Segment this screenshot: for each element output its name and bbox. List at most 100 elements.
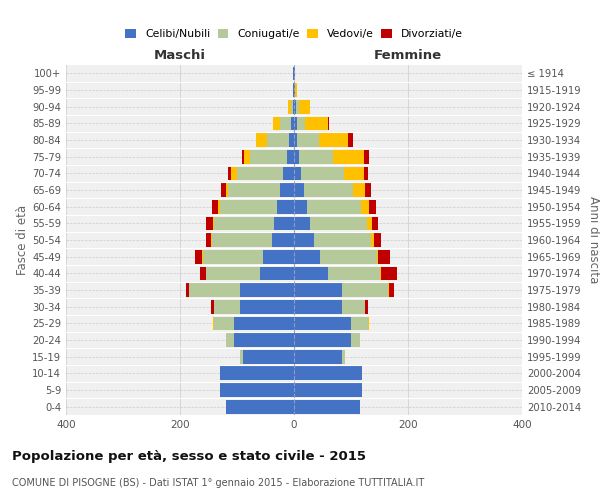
Bar: [214, 300, 240, 314]
Bar: [377, 250, 379, 264]
Bar: [232, 166, 237, 180]
Bar: [280, 116, 291, 130]
Bar: [380, 266, 397, 280]
Bar: [297, 116, 305, 130]
Bar: [195, 250, 202, 264]
Bar: [242, 150, 244, 164]
Bar: [287, 150, 294, 164]
Bar: [240, 283, 294, 297]
Bar: [301, 166, 344, 180]
Bar: [256, 133, 266, 147]
Legend: Celibi/Nubili, Coniugati/e, Vedovi/e, Divorziati/e: Celibi/Nubili, Coniugati/e, Vedovi/e, Di…: [121, 25, 467, 44]
Bar: [226, 333, 234, 347]
Bar: [206, 216, 213, 230]
Bar: [294, 150, 299, 164]
Bar: [353, 183, 365, 197]
Bar: [307, 200, 361, 213]
Bar: [291, 116, 294, 130]
Bar: [277, 200, 294, 213]
Bar: [367, 216, 371, 230]
Bar: [364, 166, 368, 180]
Bar: [351, 333, 359, 347]
Bar: [294, 250, 320, 264]
Bar: [260, 266, 294, 280]
Bar: [294, 133, 297, 147]
Bar: [294, 366, 362, 380]
Bar: [221, 183, 226, 197]
Bar: [200, 266, 206, 280]
Bar: [294, 383, 362, 397]
Bar: [364, 150, 368, 164]
Bar: [344, 166, 364, 180]
Bar: [371, 216, 379, 230]
Bar: [368, 316, 369, 330]
Bar: [237, 166, 283, 180]
Bar: [288, 100, 291, 114]
Bar: [244, 150, 250, 164]
Bar: [213, 216, 214, 230]
Bar: [291, 100, 293, 114]
Bar: [229, 183, 280, 197]
Bar: [283, 166, 294, 180]
Bar: [212, 200, 218, 213]
Bar: [294, 300, 343, 314]
Bar: [280, 183, 294, 197]
Text: Maschi: Maschi: [154, 48, 206, 62]
Bar: [266, 133, 289, 147]
Bar: [343, 283, 388, 297]
Bar: [250, 150, 287, 164]
Bar: [320, 250, 377, 264]
Bar: [294, 100, 296, 114]
Bar: [294, 350, 343, 364]
Bar: [211, 233, 212, 247]
Bar: [240, 350, 242, 364]
Bar: [186, 283, 188, 297]
Bar: [213, 316, 214, 330]
Text: Popolazione per età, sesso e stato civile - 2015: Popolazione per età, sesso e stato civil…: [12, 450, 366, 463]
Bar: [365, 300, 368, 314]
Bar: [294, 400, 359, 413]
Bar: [220, 366, 294, 380]
Bar: [379, 250, 390, 264]
Bar: [214, 316, 234, 330]
Bar: [234, 316, 294, 330]
Bar: [294, 283, 343, 297]
Bar: [226, 183, 229, 197]
Bar: [294, 266, 328, 280]
Bar: [361, 200, 369, 213]
Bar: [319, 133, 348, 147]
Bar: [202, 250, 203, 264]
Bar: [242, 350, 294, 364]
Bar: [310, 216, 367, 230]
Bar: [206, 233, 211, 247]
Bar: [333, 150, 364, 164]
Bar: [274, 216, 294, 230]
Bar: [289, 133, 294, 147]
Bar: [272, 233, 294, 247]
Bar: [389, 283, 394, 297]
Bar: [351, 316, 368, 330]
Bar: [220, 383, 294, 397]
Y-axis label: Fasce di età: Fasce di età: [16, 205, 29, 275]
Bar: [294, 216, 310, 230]
Bar: [369, 200, 376, 213]
Bar: [328, 116, 329, 130]
Bar: [294, 116, 297, 130]
Bar: [314, 233, 371, 247]
Bar: [294, 316, 351, 330]
Bar: [273, 116, 280, 130]
Bar: [297, 133, 319, 147]
Bar: [294, 183, 304, 197]
Bar: [293, 100, 294, 114]
Bar: [365, 183, 371, 197]
Bar: [294, 200, 307, 213]
Bar: [328, 266, 380, 280]
Bar: [343, 350, 346, 364]
Y-axis label: Anni di nascita: Anni di nascita: [587, 196, 600, 284]
Bar: [299, 100, 310, 114]
Bar: [240, 300, 294, 314]
Bar: [214, 216, 274, 230]
Bar: [299, 150, 333, 164]
Bar: [206, 266, 260, 280]
Bar: [188, 283, 240, 297]
